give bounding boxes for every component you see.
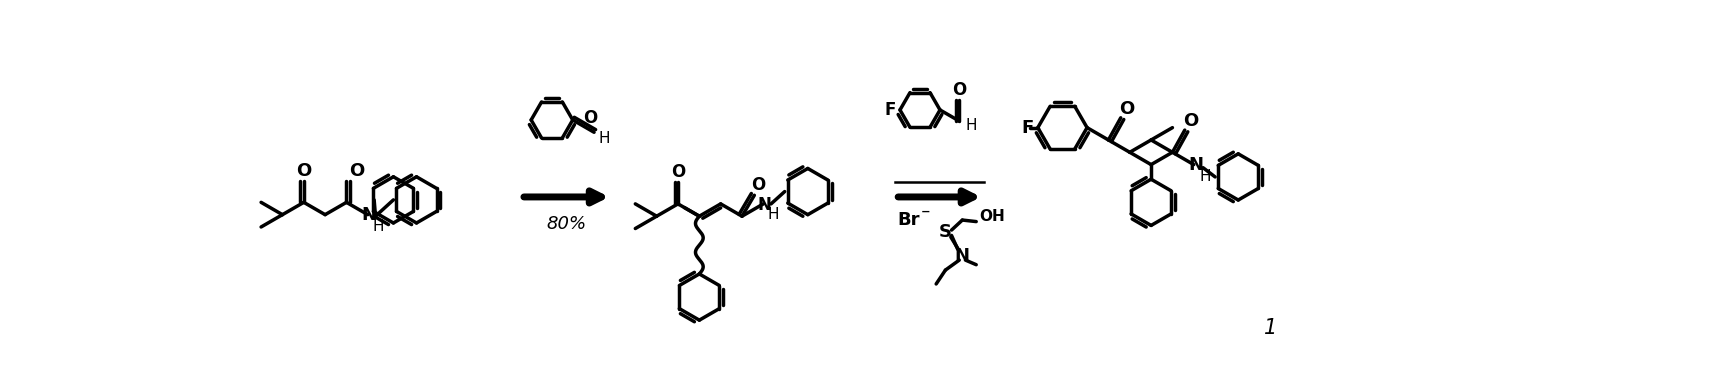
Text: O: O	[349, 162, 365, 181]
Text: H: H	[599, 131, 611, 146]
Text: O: O	[1120, 99, 1135, 117]
Text: O: O	[1183, 112, 1199, 130]
Text: N: N	[1189, 156, 1204, 174]
Text: OH: OH	[979, 209, 1004, 224]
Text: O: O	[583, 110, 597, 128]
Text: N: N	[955, 247, 968, 265]
Text: O: O	[296, 162, 311, 181]
Text: F: F	[884, 101, 896, 119]
Text: O: O	[671, 163, 685, 181]
Text: Br: Br	[896, 211, 920, 229]
Text: H: H	[1199, 169, 1211, 184]
Text: O: O	[953, 81, 967, 99]
Text: S: S	[939, 223, 951, 241]
Text: 80%: 80%	[547, 215, 587, 233]
Text: N: N	[759, 196, 772, 214]
Text: H: H	[965, 118, 977, 133]
Text: F: F	[1022, 119, 1034, 136]
Text: H: H	[372, 220, 384, 234]
Text: H: H	[767, 207, 779, 222]
Text: O: O	[752, 176, 765, 194]
Text: ⁻: ⁻	[920, 206, 931, 224]
Text: N: N	[361, 206, 377, 224]
Text: 1: 1	[1264, 318, 1278, 338]
